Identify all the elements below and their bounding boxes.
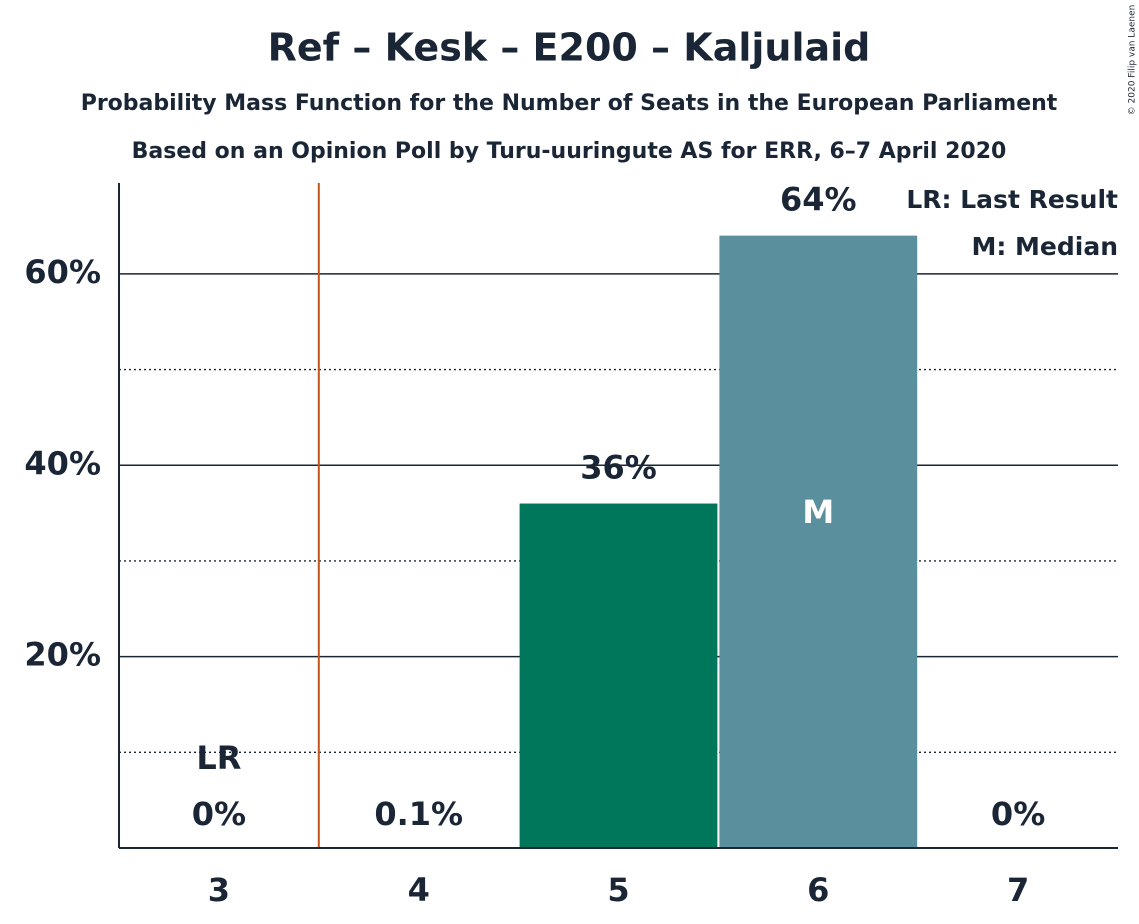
chart-subtitle: Probability Mass Function for the Number… [81,91,1058,116]
last-result-label: LR [196,739,241,777]
value-label: 36% [580,449,657,487]
bar [519,503,718,848]
median-label: M [802,493,834,531]
copyright: © 2020 Filip van Laenen [1128,5,1138,116]
legend-entry: LR: Last Result [906,185,1118,214]
x-tick-label: 5 [607,871,629,909]
value-label: 0.1% [374,795,463,833]
x-tick-label: 6 [807,871,829,909]
value-label: 0% [192,795,246,833]
chart-subtitle: Based on an Opinion Poll by Turu-uuringu… [132,139,1007,164]
y-tick-label: 40% [24,444,101,482]
x-tick-label: 7 [1007,871,1029,909]
value-label: 64% [780,181,857,219]
y-tick-label: 20% [24,636,101,674]
x-tick-label: 4 [408,871,430,909]
y-tick-label: 60% [24,253,101,291]
chart-title: Ref – Kesk – E200 – Kaljulaid [268,26,871,70]
x-tick-label: 3 [208,871,230,909]
bar [719,235,918,848]
value-label: 0% [991,795,1045,833]
legend-entry: M: Median [971,232,1118,261]
